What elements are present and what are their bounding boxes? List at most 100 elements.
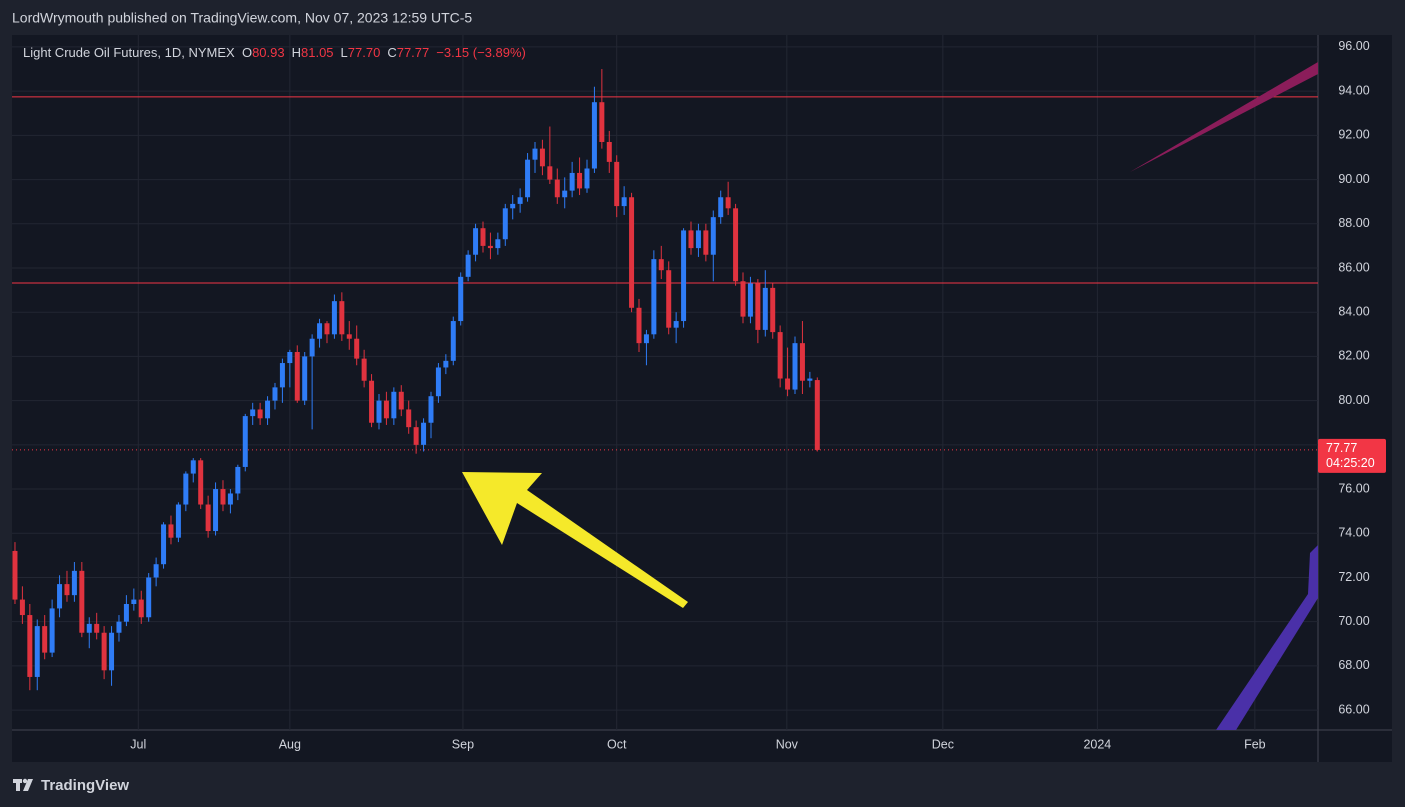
legend-key: C xyxy=(387,45,397,60)
candle-body xyxy=(621,197,627,207)
candle-body xyxy=(272,387,278,401)
candle-body xyxy=(235,466,241,494)
candle-body xyxy=(569,172,575,191)
candle-body xyxy=(539,148,545,167)
chart-background xyxy=(12,35,1392,762)
legend: Light Crude Oil Futures, 1D, NYMEX O80.9… xyxy=(23,45,533,60)
candle-body xyxy=(785,378,791,390)
candle-body xyxy=(777,332,783,379)
candle-body xyxy=(443,360,449,368)
x-tick-label: Aug xyxy=(279,737,301,751)
price-countdown: 04:25:20 xyxy=(1326,456,1375,470)
legend-value: 80.93 xyxy=(252,45,285,60)
candle-body xyxy=(123,603,129,622)
candle-body xyxy=(636,307,642,344)
x-tick-label: Jul xyxy=(130,737,146,751)
candle-body xyxy=(138,599,144,618)
tradingview-logo xyxy=(13,778,33,791)
candle-body xyxy=(153,564,159,578)
candle-body xyxy=(346,334,352,339)
y-tick-label: 90.00 xyxy=(1338,172,1369,186)
candle-body xyxy=(658,259,664,271)
candle-body xyxy=(428,396,434,423)
candle-body xyxy=(510,203,516,209)
candle-body xyxy=(302,356,308,401)
candle-body xyxy=(643,334,649,344)
candle-body xyxy=(435,367,441,397)
x-tick-label: Sep xyxy=(452,737,474,751)
candle-body xyxy=(651,259,657,335)
candle-body xyxy=(740,281,746,317)
candle-body xyxy=(213,489,219,532)
candle-body xyxy=(383,400,389,419)
candle-body xyxy=(279,363,285,388)
candle-body xyxy=(517,197,523,204)
candle-body xyxy=(747,283,753,317)
candle-body xyxy=(64,584,70,596)
candle-body xyxy=(168,524,174,538)
candle-body xyxy=(257,409,263,419)
candle-body xyxy=(755,283,761,330)
candle-body xyxy=(71,570,77,596)
y-tick-label: 80.00 xyxy=(1338,393,1369,407)
candle-body xyxy=(532,148,538,160)
candle-body xyxy=(183,473,189,505)
trend-wedge xyxy=(1130,62,1318,172)
candle-body xyxy=(762,287,768,330)
candle-body xyxy=(175,504,181,538)
candle-body xyxy=(205,504,211,532)
candle-body xyxy=(733,208,739,282)
legend-value: 81.05 xyxy=(301,45,334,60)
y-tick-label: 72.00 xyxy=(1338,570,1369,584)
candle-body xyxy=(369,380,375,423)
candle-body xyxy=(525,159,531,198)
candle-body xyxy=(554,179,560,198)
y-tick-label: 84.00 xyxy=(1338,305,1369,319)
candle-body xyxy=(703,230,709,255)
legend-key: O xyxy=(241,45,253,60)
x-tick-label: Nov xyxy=(776,737,799,751)
candle-body xyxy=(666,270,672,328)
candle-body xyxy=(101,632,107,671)
candle-body xyxy=(792,343,798,390)
candle-body xyxy=(19,599,25,616)
legend-key: L xyxy=(340,45,348,60)
candle-body xyxy=(718,197,724,218)
x-tick-label: 2024 xyxy=(1083,737,1111,751)
candle-body xyxy=(584,168,590,189)
y-tick-label: 70.00 xyxy=(1338,614,1369,628)
x-tick-label: Oct xyxy=(607,737,627,751)
candle-body xyxy=(458,276,464,322)
candle-body xyxy=(614,161,620,207)
candle-body xyxy=(465,254,471,277)
y-tick-label: 76.00 xyxy=(1338,481,1369,495)
x-tick-label: Feb xyxy=(1244,737,1266,751)
candle-body xyxy=(86,623,92,633)
price-label: 77.77 xyxy=(1326,441,1357,455)
candle-body xyxy=(79,570,85,633)
candle-body xyxy=(391,391,397,419)
candle-body xyxy=(190,460,196,474)
candle-body xyxy=(681,230,687,322)
candle-body xyxy=(814,380,820,450)
candle-body xyxy=(331,301,337,335)
footer: TradingView xyxy=(41,777,129,794)
x-tick-label: Dec xyxy=(932,737,954,751)
y-tick-label: 94.00 xyxy=(1338,83,1369,97)
candle-body xyxy=(695,230,701,249)
candle-body xyxy=(294,351,300,401)
candle-body xyxy=(354,338,360,359)
candle-body xyxy=(94,623,100,633)
candle-body xyxy=(450,321,456,361)
candle-body xyxy=(376,400,382,423)
candle-body xyxy=(807,378,813,381)
candle-body xyxy=(413,427,419,445)
candle-body xyxy=(49,608,55,653)
header: LordWrymouth published on TradingView.co… xyxy=(12,10,472,26)
candle-body xyxy=(406,409,412,428)
candle-body xyxy=(591,102,597,169)
y-tick-label: 92.00 xyxy=(1338,128,1369,142)
candle-body xyxy=(34,626,40,677)
candle-body xyxy=(421,422,427,445)
